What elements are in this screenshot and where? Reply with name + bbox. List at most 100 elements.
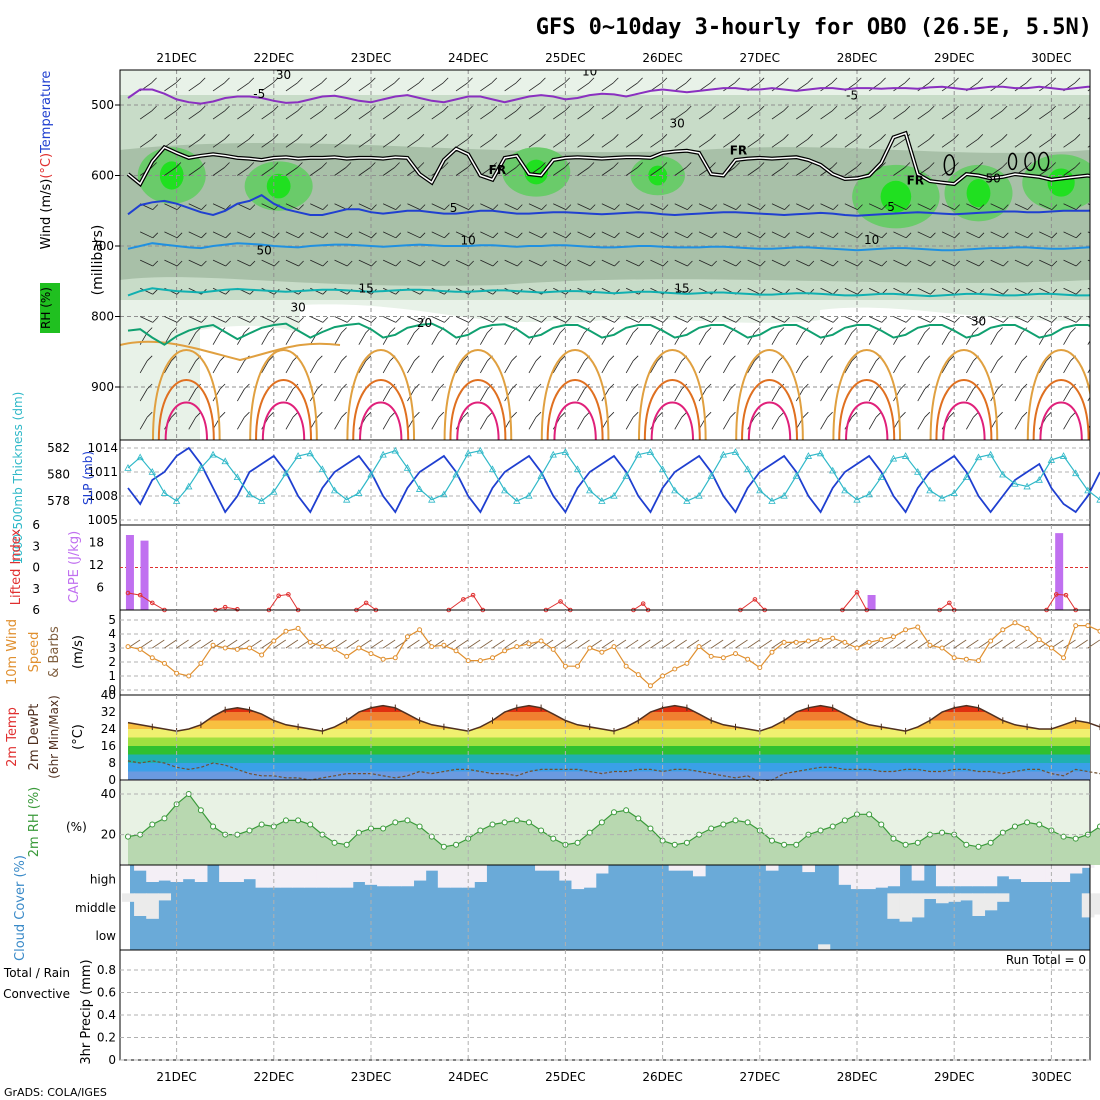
thickness-marker [476,446,485,454]
wind-barb [455,316,469,323]
wind-barb [868,332,877,345]
wind-barb [431,82,444,92]
wind-barb [747,332,755,345]
wind-barb-flag [857,204,863,210]
wind-barb-flag [1074,105,1081,112]
wind-barb [795,360,804,374]
li-ylabel: Lifted Index [9,528,24,605]
wind-barb-flag [1070,327,1076,333]
rh-dry-pocket [300,304,560,440]
rh-marker [902,841,909,848]
wind-speed-marker [854,645,860,651]
wind-barb [966,388,974,402]
temp-tick-label: 0 [108,773,116,787]
wind-barb [382,82,395,92]
wind-barb [941,138,954,148]
wind-barb-flag [468,317,474,323]
high-cloud-gap [462,865,475,888]
contour-label: 15 [674,282,689,296]
precip-legend-0: Total / Rain [3,966,70,980]
upper-air-legend-part: Temperature [39,71,54,154]
surface-wind-barb [953,639,967,649]
wind-barb-flag [224,162,230,168]
wind-barb [747,138,760,148]
precip-panel-frame [119,949,1091,1061]
wind-barb [820,138,833,148]
wind-barb-flag [444,204,450,210]
high-cloud-gap [1081,865,1095,868]
wind-barb [723,332,731,345]
wind-barb [966,138,979,148]
wind-barb [358,82,371,92]
wind-barb-flag [760,204,766,210]
wind-speed-marker [429,644,435,650]
thickness-marker [768,497,776,504]
run-total-label: Run Total = 0 [1006,953,1086,967]
wind-barb [553,316,567,323]
cape-tick-label: 6 [96,581,104,595]
thickness-marker [646,448,655,455]
wind-speed-marker [453,648,459,654]
wind-barb-flag [317,383,323,390]
wind-barb [917,259,931,267]
wind-barb [504,360,513,374]
wind-barb [261,82,274,92]
wind-ylabel-4: (m/s) [71,635,86,669]
wind-barb [747,287,761,295]
wind-barb-flag [322,260,329,267]
rh-marker [210,823,217,830]
wind-barb-flag [856,162,862,168]
freezing-level-loop [1037,151,1050,172]
surface-wind-barb [577,639,590,649]
rh-marker [1036,821,1043,828]
wind-barb-flag [1051,260,1058,267]
precip-tick-label: 0 [108,1053,116,1067]
wind-barb-flag [517,260,523,267]
wind-barb-flag [541,232,547,239]
wind-barb-flag [540,77,546,84]
wind-barb [139,110,152,120]
wind-barb-flag [171,355,177,362]
wind-barb [674,138,687,148]
wind-barb [747,167,760,176]
wind-barb-flag [851,355,858,362]
wind-barb-flag [1075,288,1082,295]
middle-cloud-gap [121,893,135,902]
surface-wind-barb [710,639,724,649]
thickness-marker [1059,452,1068,459]
date-label-bottom: 30DEC [1031,1070,1071,1084]
boundary-isotherm-2 [1039,401,1083,440]
wind-barb-flag [808,232,815,239]
wind-barb [601,332,610,345]
wind-barb-flag [953,105,959,112]
wind-barb [480,360,488,374]
wind-barb-flag [832,317,839,323]
wind-barb [382,203,396,210]
boundary-isotherm-0 [151,349,221,440]
wind-barb [844,259,858,267]
wind-barb-flag [564,105,570,112]
high-cloud-gap [255,865,269,888]
temp-tick-label: 40 [101,688,116,702]
precip-tick-label: 0.2 [97,1031,116,1045]
boundary-isotherm-2 [553,401,597,440]
wind-barb [893,287,907,295]
freezing-level-loop [1024,151,1036,172]
wind-barb-flag [199,105,206,112]
wind-barb [990,360,998,374]
thickness-marker [938,494,946,502]
wind-barb-flag [661,105,668,112]
high-cloud-gap [1008,865,1022,880]
date-label-top: 28DEC [837,51,877,65]
wind-barb [1039,138,1051,148]
wind-barb [747,203,761,210]
wind-speed-marker [781,639,787,645]
wind-barb-flag [151,134,157,140]
wind-barb-flag [322,232,329,239]
wind-barb [480,259,494,267]
wind-barb-flag [152,317,159,323]
thickness-marker [294,452,302,459]
wind-barb-flag [924,383,931,390]
wind-barb-flag [395,232,402,239]
wind-speed-marker [599,649,605,655]
